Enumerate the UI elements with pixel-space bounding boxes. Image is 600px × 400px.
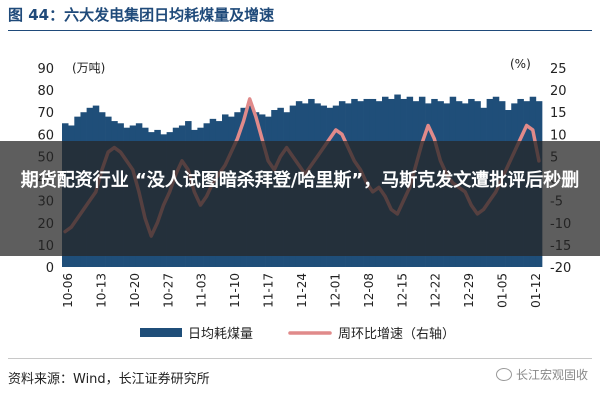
x-tick-label: 10-13 [94,273,108,308]
overlay-headline[interactable]: 期货配资行业 “没人试图暗杀拜登/哈里斯”，马斯克发文遭批评后秒删 [20,170,580,191]
x-tick-label: 01-05 [496,273,510,308]
figure-title: 图 44：六大发电集团日均耗煤量及增速 [8,6,275,24]
right-tick-label: 15 [550,106,567,121]
right-tick-label: 10 [550,128,567,143]
overlay-banner [0,141,600,256]
x-tick-label: 11-03 [195,273,209,308]
x-tick-label: 11-17 [262,273,276,308]
title-divider [8,30,592,31]
left-tick-label: 60 [37,128,54,143]
x-tick-label: 10-06 [61,273,75,308]
right-tick-label: 25 [550,62,567,77]
x-tick-label: 11-10 [228,273,242,308]
left-axis-unit: (万吨) [72,61,105,75]
wechat-icon [495,368,512,381]
x-tick-label: 12-15 [395,273,409,308]
x-tick-label: 12-22 [429,273,443,308]
legend-label-line: 周环比增速（右轴） [338,327,455,342]
legend-label-bar: 日均耗煤量 [188,327,253,342]
right-tick-label: -20 [550,261,571,276]
x-tick-label: 12-01 [328,273,342,308]
x-tick-label: 10-20 [128,273,142,308]
footer-divider [8,358,592,359]
watermark-label: 长江宏观固收 [515,368,588,382]
source-note: 资料来源：Wind，长江证券研究所 [8,372,210,387]
x-tick-label: 12-29 [462,273,476,308]
left-tick-label: 80 [37,84,54,99]
x-tick-label: 01-12 [529,273,543,308]
right-axis-unit: (%) [510,57,531,71]
legend-swatch-bar [140,328,182,337]
watermark: 长江宏观固收 [495,366,588,383]
x-tick-label: 12-08 [362,273,376,308]
left-tick-label: 0 [46,261,54,276]
x-tick-label: 11-24 [295,273,309,308]
left-tick-label: 70 [37,106,54,121]
x-tick-label: 10-27 [161,273,175,308]
left-tick-label: 90 [37,62,54,77]
right-tick-label: 20 [550,84,567,99]
